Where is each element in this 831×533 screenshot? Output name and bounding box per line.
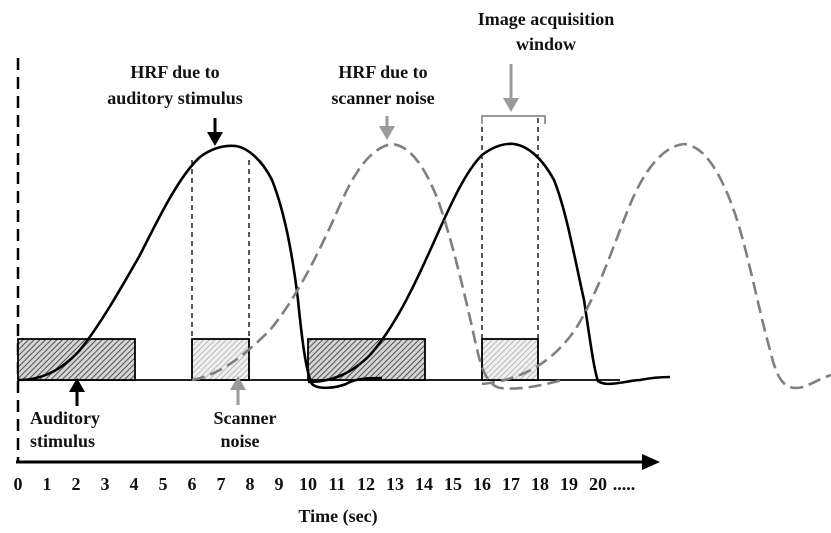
time-tick-19: 19 <box>560 474 578 494</box>
time-tick-15: 15 <box>444 474 462 494</box>
time-tick-0: 0 <box>14 474 23 494</box>
hrf-noise-label-line2: scanner noise <box>331 88 434 108</box>
hrf-auditory-label-line1: HRF due to <box>130 62 219 82</box>
time-tick-4: 4 <box>130 474 139 494</box>
time-tick-20: 20 <box>589 474 607 494</box>
hrf-auditory-curve-2 <box>307 142 671 386</box>
time-tick-9: 9 <box>275 474 284 494</box>
time-tick-11: 11 <box>328 474 345 494</box>
time-tick-2: 2 <box>72 474 81 494</box>
time-tick-10: 10 <box>299 474 317 494</box>
auditory-stimulus-label-line1: Auditory <box>30 408 100 428</box>
auditory-stimulus-arrow-head <box>69 378 85 392</box>
scanner-noise-label-line2: noise <box>220 431 259 451</box>
acquisition-arrow-head <box>503 98 519 112</box>
time-tick-5: 5 <box>159 474 168 494</box>
scanner-noise-label-line1: Scanner <box>214 408 277 428</box>
time-tick-14: 14 <box>415 474 433 494</box>
acquisition-window-bracket <box>481 115 546 124</box>
hrf-noise-arrow-head <box>379 126 395 140</box>
hrf-noise-curve-1 <box>191 142 563 390</box>
time-tick-6: 6 <box>188 474 197 494</box>
time-tick-12: 12 <box>357 474 375 494</box>
time-tick-3: 3 <box>101 474 110 494</box>
auditory-stimulus-block-1 <box>17 338 136 381</box>
time-axis-arrowhead <box>642 454 660 470</box>
time-axis-title: Time (sec) <box>298 506 377 527</box>
time-tick-18: 18 <box>531 474 549 494</box>
hrf-auditory-label-line2: auditory stimulus <box>107 88 243 108</box>
time-tick-16: 16 <box>473 474 491 494</box>
time-tick-13: 13 <box>386 474 404 494</box>
time-axis-ticks: 0 1 2 3 4 5 6 7 8 9 10 11 12 13 14 15 16 17 18 19 20 <box>14 474 608 494</box>
hrf-noise-curve-2 <box>481 142 831 390</box>
hrf-auditory-curve-1 <box>17 144 383 390</box>
time-tick-1: 1 <box>43 474 52 494</box>
time-tick-7: 7 <box>217 474 226 494</box>
auditory-stimulus-label-line2: stimulus <box>30 431 95 451</box>
scanner-noise-block-1 <box>191 338 250 381</box>
time-tick-17: 17 <box>502 474 520 494</box>
hrf-noise-label-line1: HRF due to <box>338 62 427 82</box>
scanner-noise-block-2 <box>481 338 539 381</box>
time-tick-8: 8 <box>246 474 255 494</box>
acquisition-label-line1: Image acquisition <box>478 9 615 29</box>
scanner-noise-arrow-head <box>230 376 246 390</box>
acquisition-label-line2: window <box>516 34 576 54</box>
time-axis-ellipsis: ..... <box>613 474 636 494</box>
hrf-auditory-arrow-head <box>207 132 223 146</box>
